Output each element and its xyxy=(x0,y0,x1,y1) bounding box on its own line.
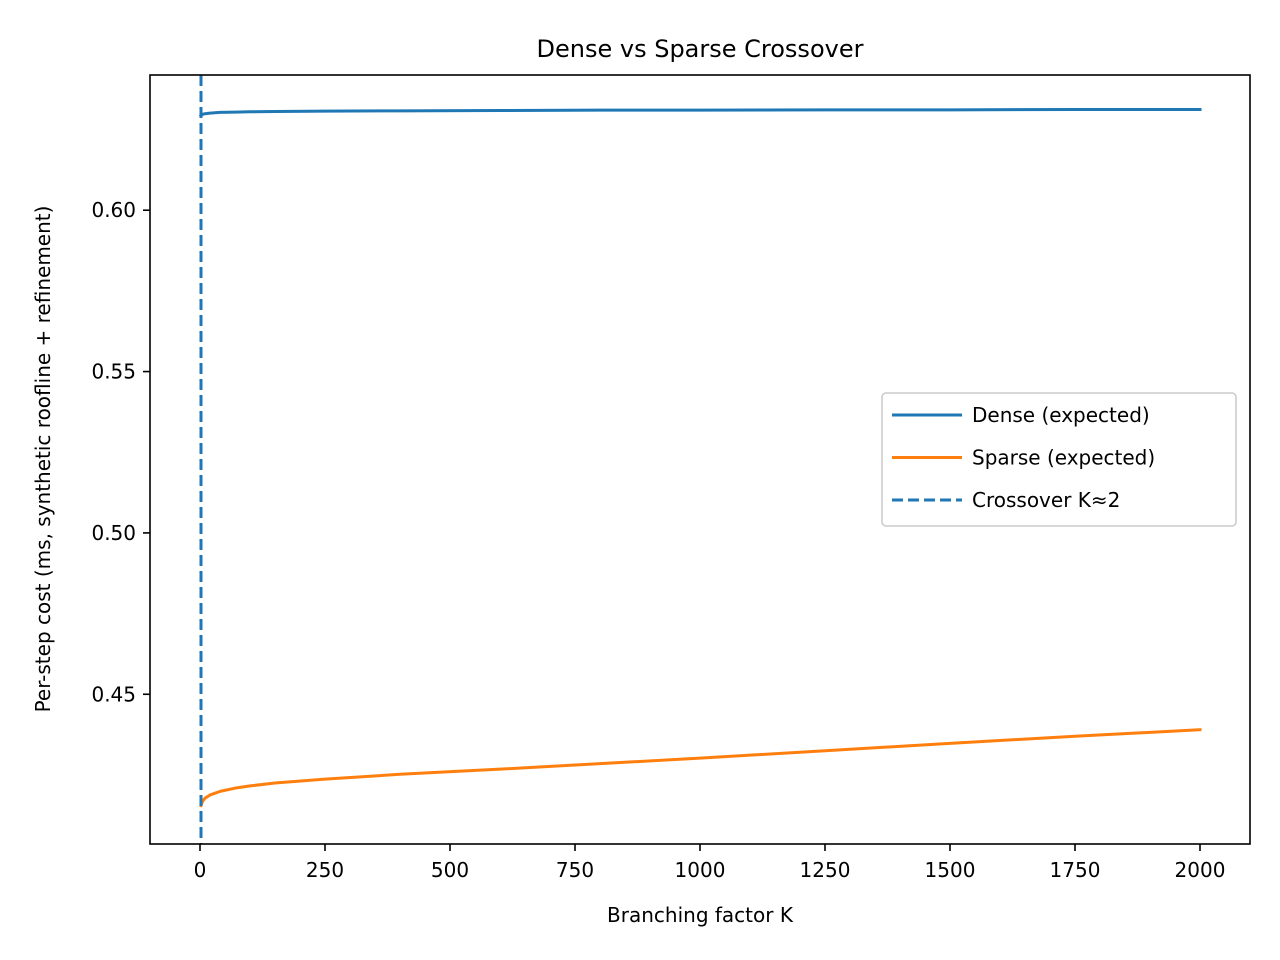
legend-label: Sparse (expected) xyxy=(972,446,1155,470)
series-line-dense xyxy=(198,108,1202,118)
plot-content xyxy=(198,75,1202,844)
y-tick-label: 0.45 xyxy=(91,682,136,706)
chart-title: Dense vs Sparse Crossover xyxy=(537,35,864,63)
legend-label: Crossover K≈2 xyxy=(972,488,1120,512)
x-tick-label: 2000 xyxy=(1175,858,1226,882)
x-tick-label: 250 xyxy=(306,858,344,882)
x-axis-ticks: 0 250 500 750 1000 1250 1500 1750 2000 xyxy=(194,844,1226,882)
x-tick-label: 500 xyxy=(431,858,469,882)
y-tick-label: 0.55 xyxy=(91,360,136,384)
x-tick-label: 0 xyxy=(194,858,207,882)
y-tick-label: 0.50 xyxy=(91,521,136,545)
x-tick-label: 1250 xyxy=(800,858,851,882)
x-tick-label: 1500 xyxy=(925,858,976,882)
y-tick-label: 0.60 xyxy=(91,198,136,222)
legend-box xyxy=(881,392,1237,527)
x-tick-label: 1000 xyxy=(675,858,726,882)
y-axis-label: Per-step cost (ms, synthetic roofline + … xyxy=(31,206,55,713)
x-tick-label: 1750 xyxy=(1050,858,1101,882)
x-axis-label: Branching factor K xyxy=(607,903,794,927)
legend-label: Dense (expected) xyxy=(972,403,1150,427)
x-tick-label: 750 xyxy=(556,858,594,882)
series-line-sparse xyxy=(199,728,1202,808)
y-axis-ticks: 0.45 0.50 0.55 0.60 xyxy=(91,198,150,706)
plot-area xyxy=(149,74,1251,845)
legend: Dense (expected) Sparse (expected) Crossov… xyxy=(881,392,1237,527)
